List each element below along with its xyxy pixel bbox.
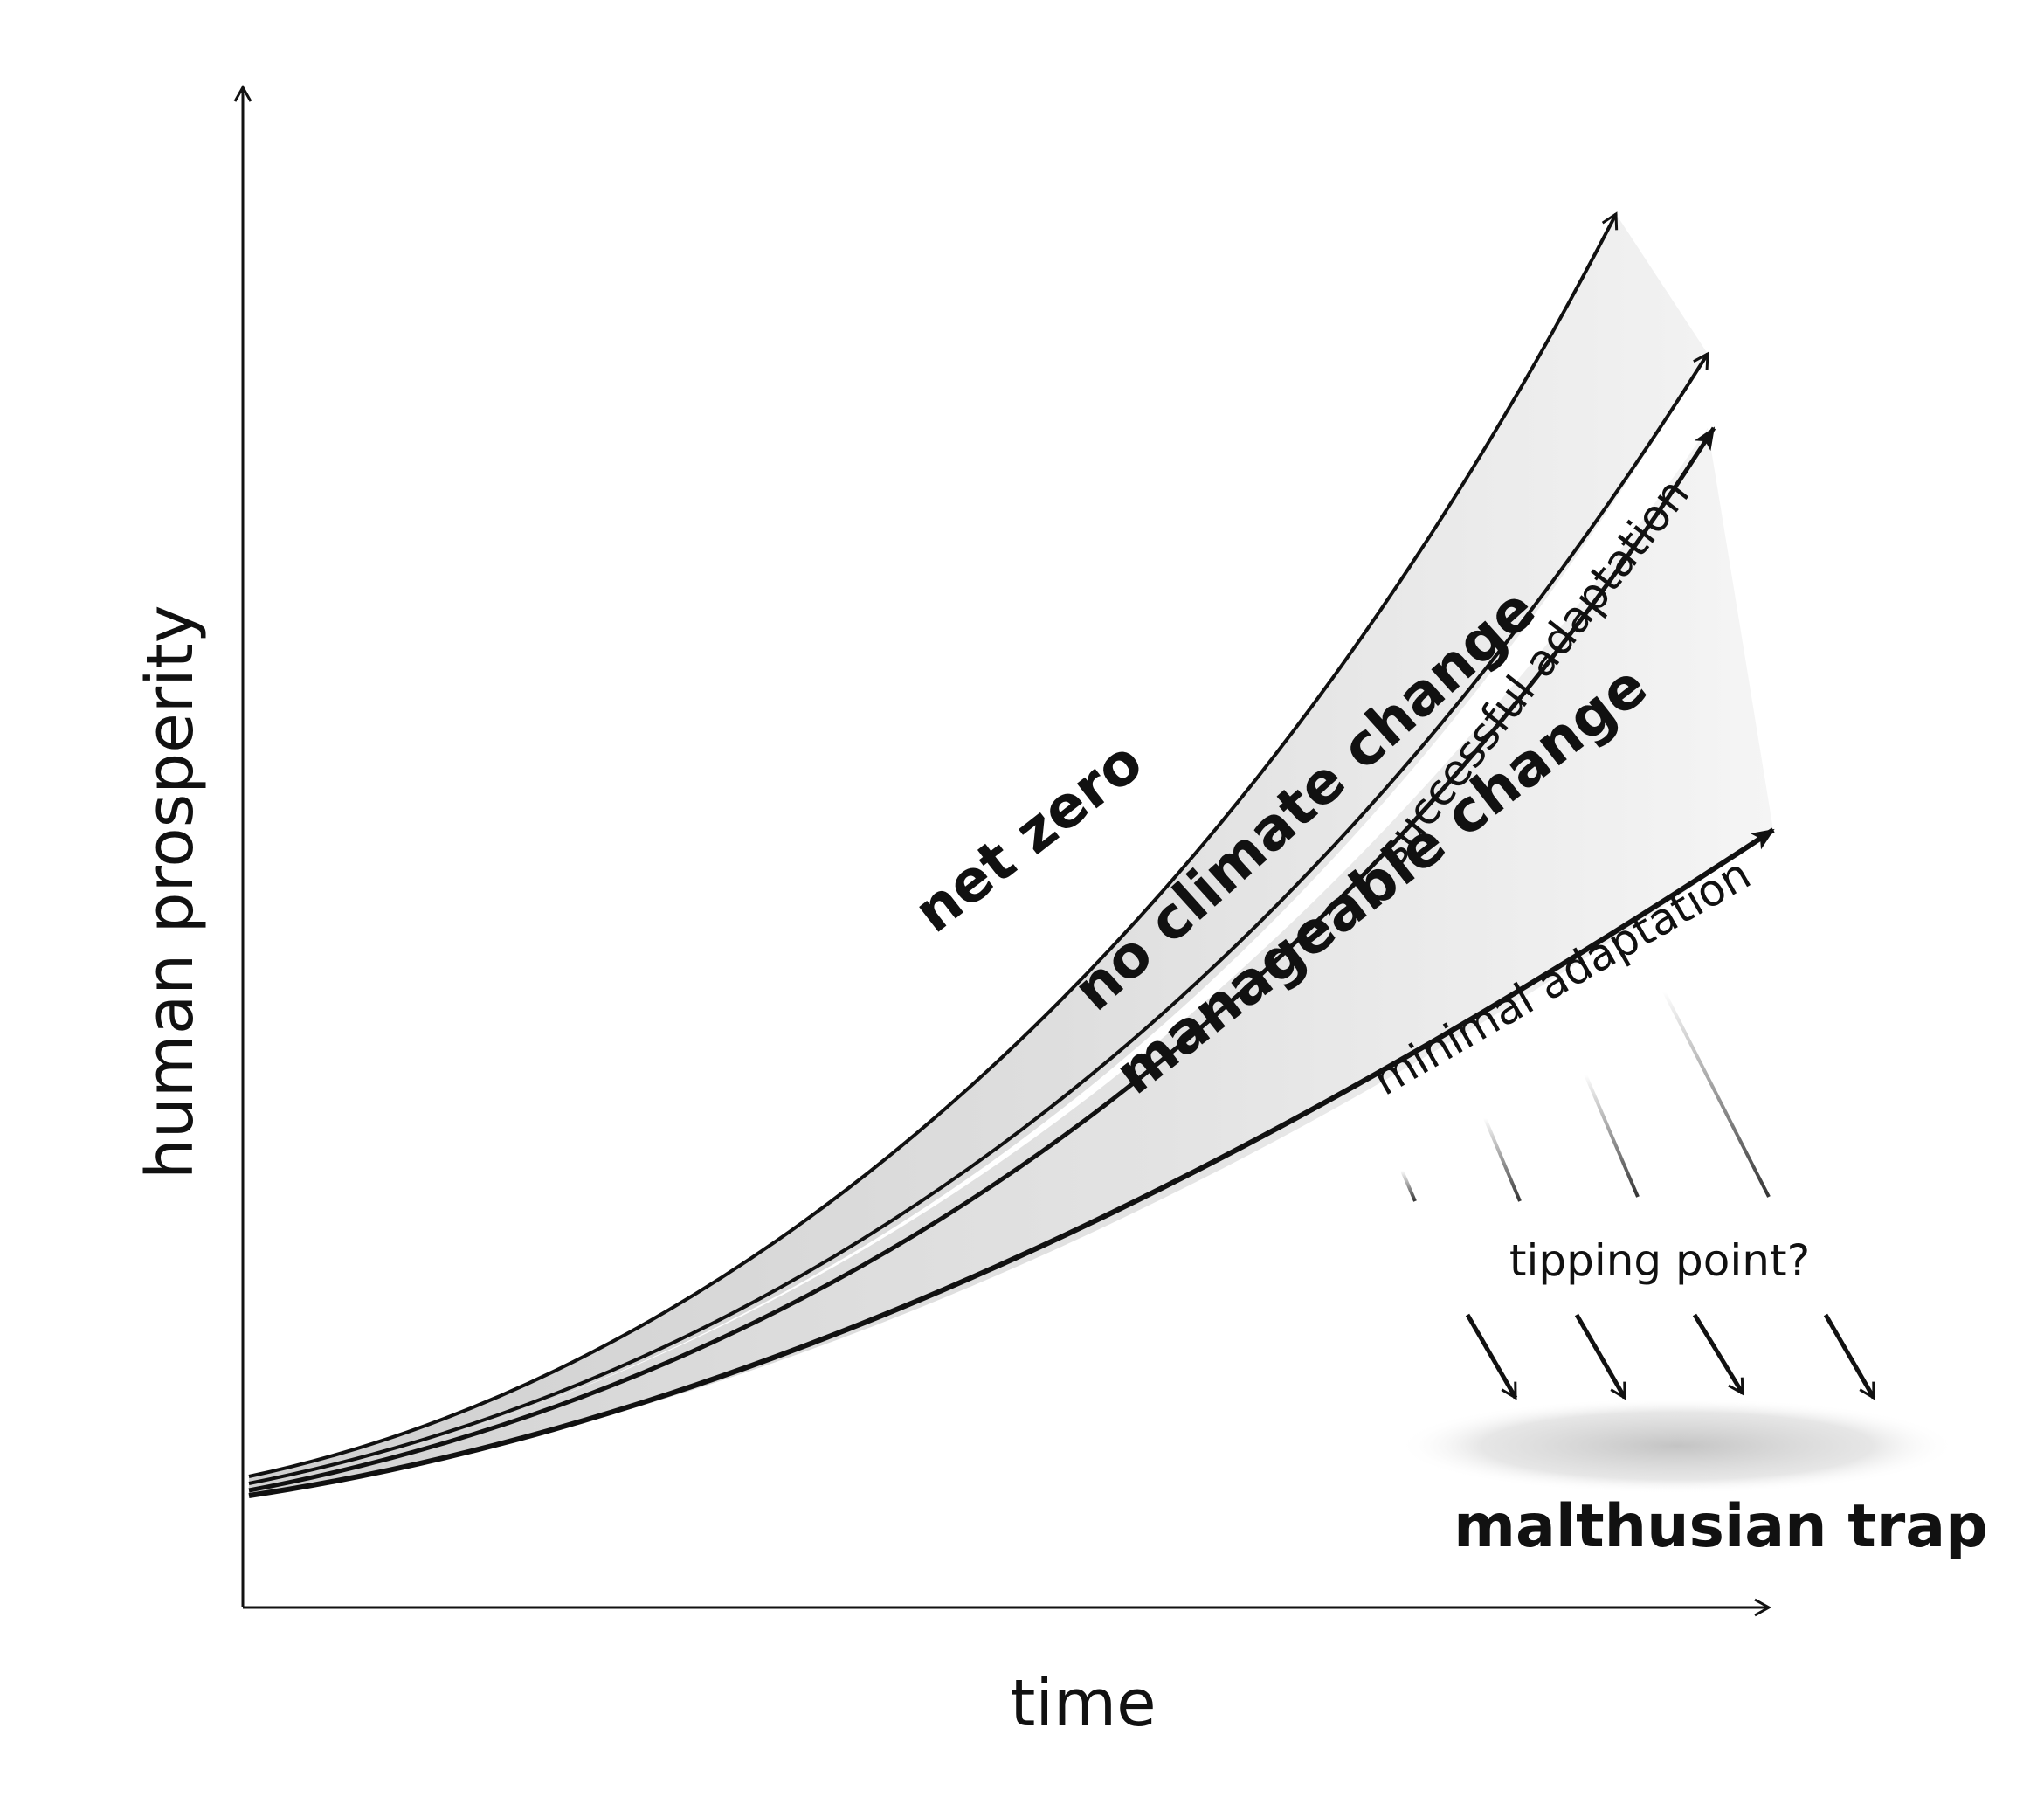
malthusian-trap-label: malthusian trap bbox=[1454, 1492, 1988, 1561]
streak-2 bbox=[1483, 1117, 1522, 1202]
tipping-arrow-4 bbox=[1823, 1313, 1876, 1400]
upper-band bbox=[249, 214, 1708, 1485]
streak-4 bbox=[1662, 991, 1771, 1198]
tipping-arrow-2 bbox=[1574, 1313, 1627, 1400]
streak-1 bbox=[1400, 1170, 1417, 1202]
tipping-point-streaks bbox=[1400, 991, 1771, 1202]
tipping-arrow-3 bbox=[1692, 1313, 1745, 1396]
lower-band bbox=[249, 428, 1773, 1494]
minimal-adaptation-curve bbox=[248, 827, 1775, 1498]
successful-adaptation-curve bbox=[248, 426, 1716, 1493]
x-axis-label: time bbox=[1010, 1666, 1156, 1741]
net-zero-curve bbox=[248, 211, 1619, 1478]
tipping-arrow-1 bbox=[1465, 1313, 1518, 1400]
no-climate-change-curve bbox=[248, 351, 1709, 1485]
trap-cloud bbox=[1398, 1398, 1957, 1494]
tipping-point-arrows bbox=[1465, 1313, 1876, 1400]
tipping-point-label: tipping point? bbox=[1509, 1235, 1810, 1286]
y-axis-label: human prosperity bbox=[133, 605, 208, 1179]
streak-3 bbox=[1584, 1074, 1640, 1198]
net-zero-label: net zero bbox=[901, 728, 1155, 946]
